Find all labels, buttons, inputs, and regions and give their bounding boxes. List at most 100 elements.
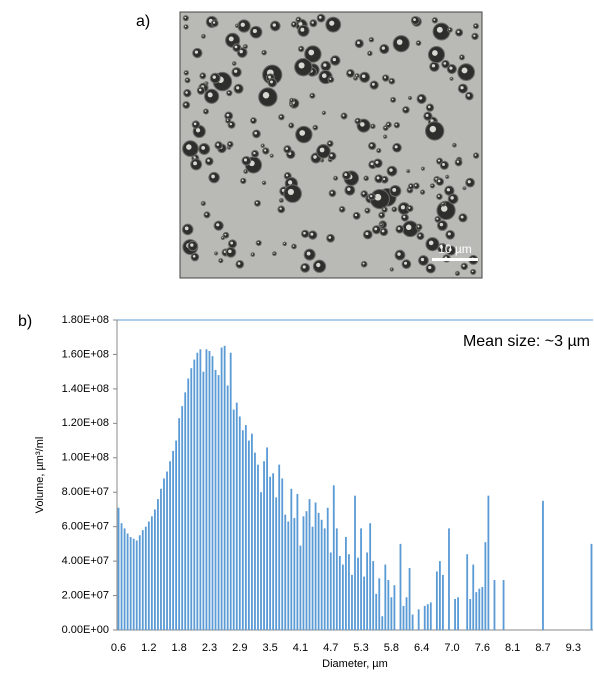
droplet-highlight xyxy=(461,67,468,74)
bar xyxy=(241,430,244,630)
x-axis-title: Diameter, µm xyxy=(322,658,388,670)
droplet-highlight xyxy=(375,160,379,164)
y-tick-label: 1.00E+08 xyxy=(62,452,109,464)
bar xyxy=(375,593,378,630)
bar xyxy=(163,478,165,630)
droplet-highlight xyxy=(446,188,451,192)
bar xyxy=(326,507,329,630)
droplet-highlight xyxy=(447,232,451,236)
droplet-highlight xyxy=(384,126,387,129)
droplet-highlight xyxy=(263,181,265,184)
droplet-highlight xyxy=(390,268,393,270)
bar xyxy=(438,561,441,630)
droplet-highlight xyxy=(421,190,423,193)
droplet-highlight xyxy=(290,103,292,105)
droplet-highlight xyxy=(340,207,343,210)
droplet-highlight xyxy=(422,167,424,169)
droplet-highlight xyxy=(370,143,373,147)
bar xyxy=(344,537,347,630)
droplet-highlight xyxy=(311,21,314,24)
bar xyxy=(366,552,369,630)
droplet-highlight xyxy=(362,262,365,265)
droplet-highlight xyxy=(193,156,196,159)
bar xyxy=(429,602,432,630)
droplet-highlight xyxy=(300,27,305,32)
droplet-highlight xyxy=(328,142,331,145)
droplet-highlight xyxy=(280,199,282,201)
droplet-highlight xyxy=(390,79,393,82)
droplet-highlight xyxy=(323,111,325,114)
bar xyxy=(235,402,238,630)
bar xyxy=(360,528,362,630)
x-tick-label: 6.4 xyxy=(414,642,429,654)
droplet-highlight xyxy=(441,205,448,212)
droplet-highlight xyxy=(321,73,327,79)
bar xyxy=(299,545,302,630)
bar xyxy=(305,511,308,630)
droplet-highlight xyxy=(427,105,431,109)
bar xyxy=(172,450,174,630)
droplet-highlight xyxy=(292,245,295,247)
droplet-highlight xyxy=(442,202,444,205)
bar xyxy=(257,464,259,630)
y-tick-label: 1.20E+08 xyxy=(62,417,109,429)
bar xyxy=(314,502,317,630)
bar xyxy=(229,352,232,630)
droplet-highlight xyxy=(381,46,385,50)
bar xyxy=(260,492,262,630)
droplet-highlight xyxy=(253,151,256,155)
bar xyxy=(475,592,478,630)
droplet-highlight xyxy=(328,236,332,239)
droplet-highlight xyxy=(417,225,420,228)
droplet-highlight xyxy=(288,180,293,185)
bar xyxy=(166,471,168,630)
droplet-highlight xyxy=(354,213,358,217)
droplet-highlight xyxy=(270,154,272,157)
droplet-highlight xyxy=(224,233,227,236)
droplet-highlight xyxy=(236,86,240,90)
droplet-highlight xyxy=(184,226,189,231)
droplet-highlight xyxy=(467,180,471,184)
bar xyxy=(220,347,223,630)
droplet-highlight xyxy=(432,50,438,56)
bar xyxy=(454,599,456,630)
droplet-highlight xyxy=(205,82,207,84)
droplet-highlight xyxy=(254,131,258,135)
droplet-highlight xyxy=(395,123,398,126)
droplet-highlight xyxy=(409,97,411,99)
droplet-highlight xyxy=(207,159,210,162)
bar xyxy=(169,461,171,630)
droplet-highlight xyxy=(226,119,229,122)
droplet-highlight xyxy=(371,82,375,86)
droplet-highlight xyxy=(437,159,441,162)
x-tick-label: 0.6 xyxy=(111,642,126,654)
bar xyxy=(478,588,481,630)
droplet-highlight xyxy=(285,147,289,150)
droplet-highlight xyxy=(283,242,285,245)
droplet-highlight xyxy=(356,119,359,122)
droplet-highlight xyxy=(408,206,411,209)
droplet-highlight xyxy=(229,122,233,126)
droplet-highlight xyxy=(393,208,395,210)
bar xyxy=(387,580,390,630)
bar xyxy=(399,543,402,630)
bar xyxy=(302,516,305,630)
droplet-highlight xyxy=(255,201,258,204)
bar xyxy=(275,497,278,630)
droplet-highlight xyxy=(303,231,306,235)
droplet-highlight xyxy=(456,272,458,274)
x-tick-label: 2.9 xyxy=(232,642,247,654)
bar xyxy=(263,461,265,630)
droplet-highlight xyxy=(437,179,441,183)
bar xyxy=(196,352,199,630)
droplet-highlight xyxy=(417,41,419,44)
droplet-highlight xyxy=(279,207,282,210)
bar xyxy=(487,495,490,630)
droplet-highlight xyxy=(251,119,254,122)
bar xyxy=(332,485,335,630)
droplet-highlight xyxy=(207,92,213,98)
x-tick-label: 8.1 xyxy=(505,642,520,654)
bar xyxy=(296,493,299,630)
bar xyxy=(135,540,138,630)
